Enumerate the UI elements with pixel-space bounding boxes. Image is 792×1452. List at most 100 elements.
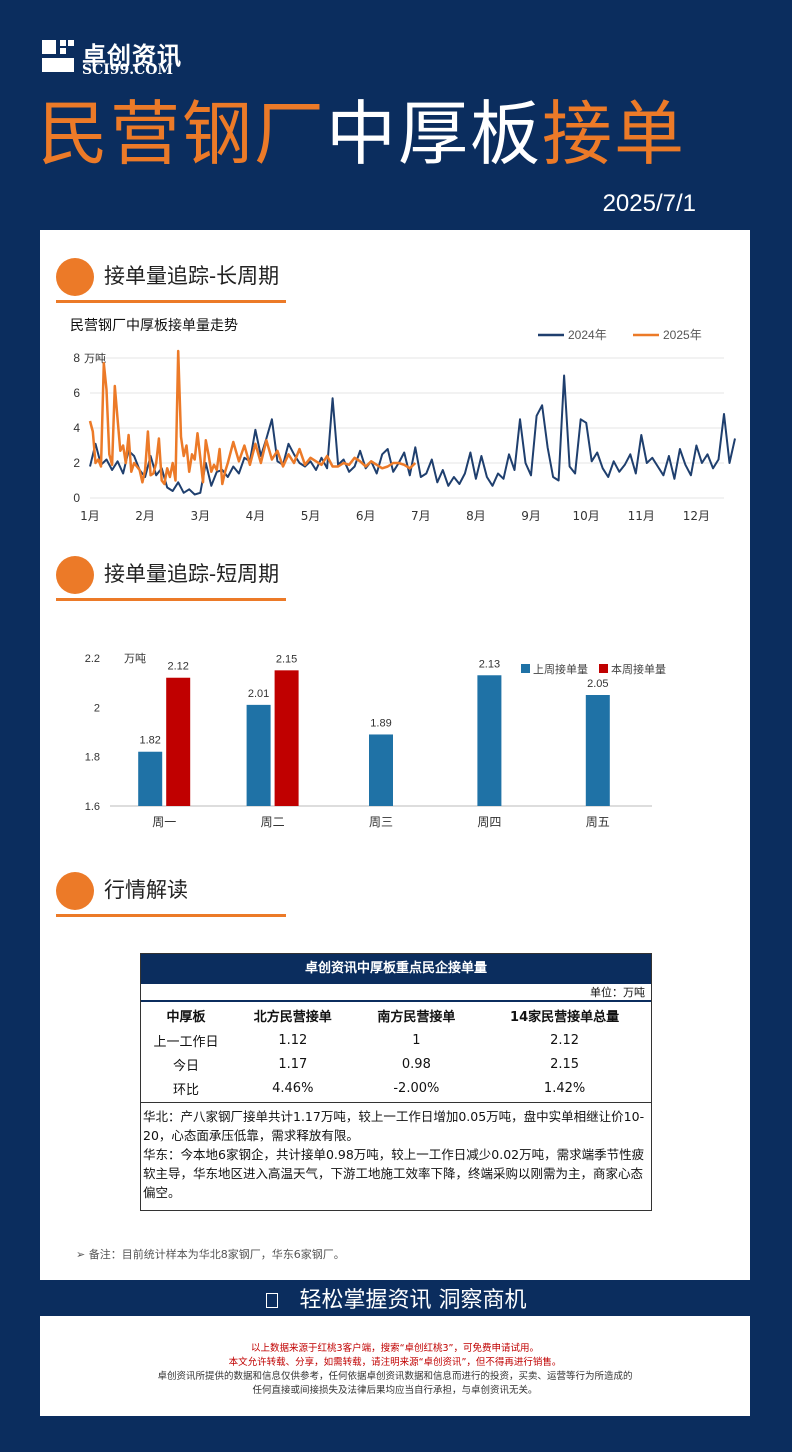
order-table: 卓创资讯中厚板重点民企接单量 单位：万吨 中厚板 北方民营接单 南方民营接单 1… — [140, 953, 652, 1211]
table-cell: 0.98 — [401, 1056, 431, 1072]
table-row: 今日 1.17 0.98 2.15 — [141, 1052, 651, 1076]
legend-swatch — [521, 664, 530, 673]
footer-disclaimer: 以上数据来源于红桃3客户端，搜索“卓创红桃3”，可免费申请试用。 本文允许转载、… — [40, 1316, 750, 1416]
slogan: 轻松掌握资讯 洞察商机 — [0, 1282, 792, 1314]
legend-swatch — [599, 664, 608, 673]
bar-last-week — [138, 751, 163, 806]
y-tick-label: 1.8 — [85, 752, 100, 764]
section-bullet-icon — [56, 258, 94, 296]
table-header-cell: 中厚板 — [166, 1009, 206, 1025]
bar-this-week — [274, 670, 299, 806]
section-bullet-icon — [56, 556, 94, 594]
table-cell: 2.12 — [550, 1032, 580, 1048]
section-long-cycle-title: 接单量追踪-长周期 — [104, 264, 280, 288]
bar-data-label: 2.01 — [248, 688, 269, 700]
bar-data-label: 1.89 — [370, 717, 391, 729]
y-tick-label: 6 — [73, 386, 80, 400]
legend-label: 上周接单量 — [533, 663, 588, 676]
x-tick-label: 3月 — [190, 509, 210, 523]
y-tick-label: 8 — [73, 351, 80, 365]
x-tick-label: 10月 — [573, 509, 600, 523]
bar-data-label: 2.13 — [479, 658, 500, 670]
footer-line: 任何直接或间接损失及法律后果均应当自行承担，与卓创资讯无关。 — [252, 1385, 538, 1396]
x-tick-label: 5月 — [301, 509, 321, 523]
slogan-text: 轻松掌握资讯 洞察商机 — [299, 1288, 527, 1313]
title-part-3: 接单 — [542, 93, 686, 175]
table-divider — [141, 1000, 651, 1002]
bar-data-label: 2.12 — [167, 661, 188, 673]
y-tick-label: 2 — [73, 456, 80, 470]
y-tick-label: 2 — [94, 702, 100, 714]
report-date: 2025/7/1 — [602, 190, 696, 217]
bar-last-week — [369, 734, 393, 806]
table-header-row: 中厚板 北方民营接单 南方民营接单 14家民营接单总量 — [141, 1002, 651, 1028]
x-tick-label: 8月 — [466, 509, 486, 523]
market-commentary: 华北：产八家钢厂接单共计1.17万吨，较上一工作日增加0.05万吨，盘中实单相继… — [141, 1102, 651, 1202]
table-header-cell: 14家民营接单总量 — [510, 1009, 620, 1025]
bar-data-label: 2.05 — [587, 678, 608, 690]
table-header-cell: 北方民营接单 — [253, 1009, 332, 1025]
y-tick-label: 0 — [73, 491, 80, 505]
table-cell: 1.12 — [278, 1032, 308, 1048]
table-cell: 上一工作日 — [153, 1034, 219, 1050]
section-market-title: 行情解读 — [104, 878, 188, 902]
x-tick-label: 1月 — [80, 509, 100, 523]
remark-note: ➢ 备注：目前统计样本为华北8家钢厂，华东6家钢厂。 — [76, 1248, 345, 1261]
bar-last-week — [477, 675, 502, 806]
x-tick-label: 周四 — [477, 815, 501, 829]
title-part-2: 中厚板 — [326, 93, 542, 175]
table-cell: 1 — [412, 1032, 421, 1048]
bar-last-week — [246, 704, 271, 806]
logo-icon — [42, 40, 76, 74]
footer-line: 以上数据来源于红桃3客户端，搜索“卓创红桃3”，可免费申请试用。 — [251, 1343, 539, 1354]
y-axis-unit: 万吨 — [124, 652, 146, 665]
section-underline — [56, 598, 286, 601]
bar-data-label: 1.82 — [139, 735, 160, 747]
legend-label: 2024年 — [568, 328, 607, 342]
y-tick-label: 1.6 — [85, 801, 100, 813]
x-tick-label: 周二 — [261, 815, 285, 829]
y-axis-unit: 万吨 — [84, 352, 106, 365]
x-tick-label: 周一 — [152, 815, 176, 829]
x-tick-label: 12月 — [683, 509, 710, 523]
x-tick-label: 9月 — [521, 509, 541, 523]
bar-last-week — [585, 695, 610, 806]
section-short-cycle-title: 接单量追踪-短周期 — [104, 562, 280, 586]
x-tick-label: 周五 — [586, 815, 610, 829]
legend-label: 2025年 — [663, 328, 702, 342]
legend-label: 本周接单量 — [611, 662, 666, 676]
line-chart-title: 民营钢厂中厚板接单量走势 — [70, 318, 238, 334]
line-chart: 0 2 4 6 8 万吨 1月 2月 3月 4月 5月 6月 7月 8月 9月 10月 11月 12月 2024年 2… — [73, 328, 736, 523]
table-cell: 1.17 — [278, 1056, 308, 1072]
section-bullet-icon — [56, 872, 94, 910]
checkbox-icon — [265, 1293, 278, 1308]
bar-chart: 1.61.822.2 万吨周一1.822.12周二2.012.15周三1.89周四… — [85, 652, 666, 829]
footer-line: 本文允许转载、分享，如需转载，请注明来源“卓创资讯”，但不得再进行销售。 — [228, 1357, 562, 1368]
bar-this-week — [166, 677, 191, 806]
y-tick-label: 4 — [73, 421, 80, 435]
x-tick-label: 4月 — [246, 509, 266, 523]
table-header-cell: 南方民营接单 — [377, 1009, 456, 1025]
table-cell: 环比 — [172, 1082, 199, 1098]
data-table: 中厚板 北方民营接单 南方民营接单 14家民营接单总量 上一工作日 1.12 1… — [141, 1002, 651, 1100]
y-tick-label: 2.2 — [85, 653, 100, 665]
table-title: 卓创资讯中厚板重点民企接单量 — [141, 954, 651, 984]
x-tick-label: 2月 — [135, 509, 155, 523]
table-row: 上一工作日 1.12 1 2.12 — [141, 1028, 651, 1052]
table-cell: 4.46% — [272, 1080, 314, 1096]
page-title: 民营钢厂中厚板接单 — [38, 78, 686, 179]
table-cell: 1.42% — [543, 1080, 586, 1096]
table-unit: 单位：万吨 — [590, 986, 645, 999]
series-line-2024 — [89, 374, 736, 496]
section-underline — [56, 914, 286, 917]
x-tick-label: 7月 — [411, 509, 431, 523]
footer-line: 卓创资讯所提供的数据和信息仅供参考，任何依据卓创资讯数据和信息而进行的投资，买卖… — [157, 1371, 633, 1382]
brand-url: SCI99.COM — [82, 62, 173, 78]
table-cell: 今日 — [172, 1058, 199, 1074]
x-tick-label: 6月 — [356, 509, 376, 523]
commentary-north: 华北：产八家钢厂接单共计1.17万吨，较上一工作日增加0.05万吨，盘中实单相继… — [143, 1109, 645, 1143]
table-row: 环比 4.46% -2.00% 1.42% — [141, 1076, 651, 1100]
bar-data-label: 2.15 — [276, 653, 297, 665]
table-cell: -2.00% — [393, 1080, 440, 1096]
section-underline — [56, 300, 286, 303]
